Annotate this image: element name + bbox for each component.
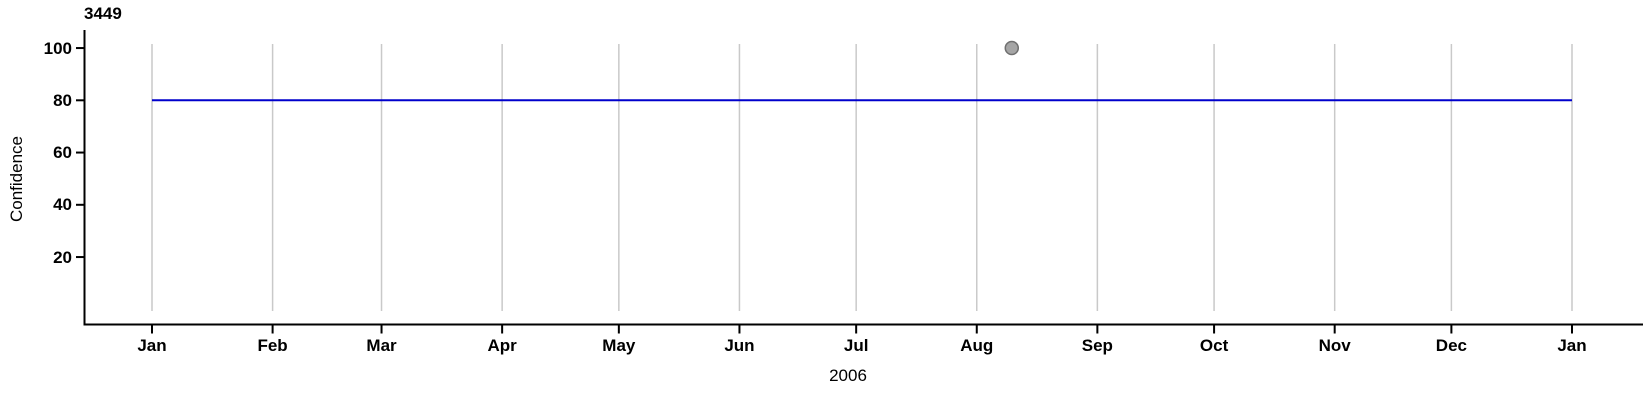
- x-tick-label: Aug: [960, 336, 994, 355]
- x-axis-year-label: 2006: [829, 366, 867, 385]
- x-tick-label: May: [602, 336, 636, 355]
- y-tick-label: 100: [43, 38, 72, 58]
- y-tick-label: 80: [53, 90, 72, 110]
- x-tick-label: Nov: [1318, 336, 1351, 355]
- x-tick-label: Jan: [1557, 336, 1587, 355]
- x-tick-label: Apr: [487, 336, 517, 355]
- y-tick-label: 40: [53, 195, 72, 215]
- x-tick-label: Sep: [1081, 336, 1113, 355]
- chart-title: 3449: [84, 4, 122, 23]
- x-tick-label: Jan: [137, 336, 167, 355]
- x-tick-label: Mar: [366, 336, 397, 355]
- y-tick-label: 60: [53, 143, 72, 163]
- x-tick-label: Jul: [843, 336, 869, 355]
- y-tick-label: 20: [53, 247, 72, 267]
- x-tick-label: Oct: [1199, 336, 1229, 355]
- x-tick-label: Dec: [1435, 336, 1467, 355]
- data-point-marker: [1004, 40, 1020, 56]
- x-tick-label: Jun: [724, 336, 755, 355]
- x-tick-label: Feb: [257, 336, 288, 355]
